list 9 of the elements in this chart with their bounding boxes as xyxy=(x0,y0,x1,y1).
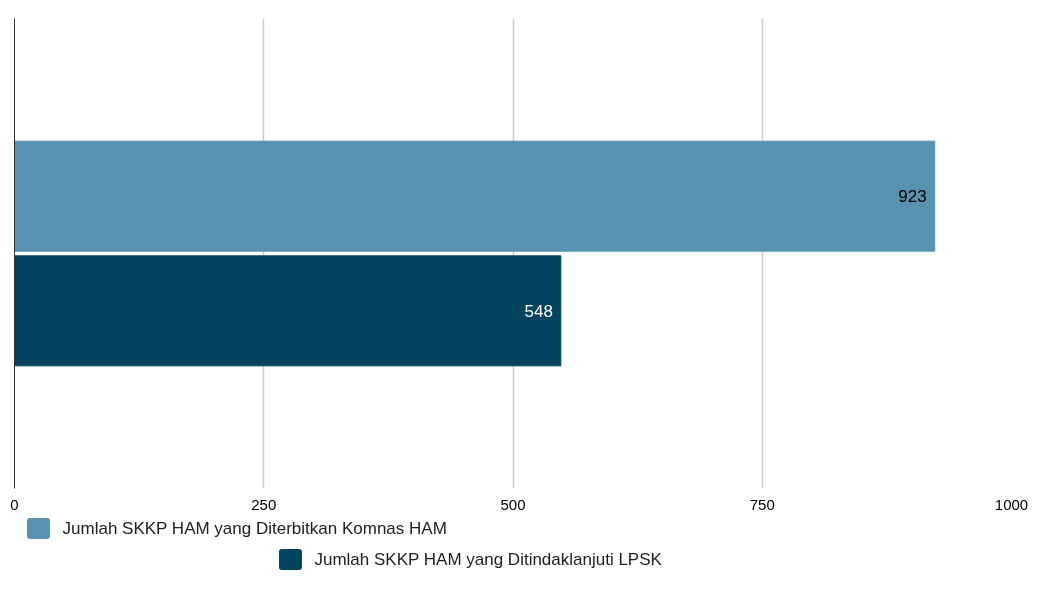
legend-label: Jumlah SKKP HAM yang Diterbitkan Komnas HAM xyxy=(62,519,447,538)
x-tick-label: 500 xyxy=(500,495,526,513)
legend-label: Jumlah SKKP HAM yang Ditindaklanjuti LPSK xyxy=(314,550,663,569)
x-tick-label: 250 xyxy=(251,495,277,513)
x-tick-label: 1000 xyxy=(994,495,1029,513)
x-tick-label: 750 xyxy=(749,495,775,513)
data-label: 923 xyxy=(898,187,927,207)
x-tick-label: 0 xyxy=(10,495,19,513)
data-label: 548 xyxy=(524,301,553,321)
